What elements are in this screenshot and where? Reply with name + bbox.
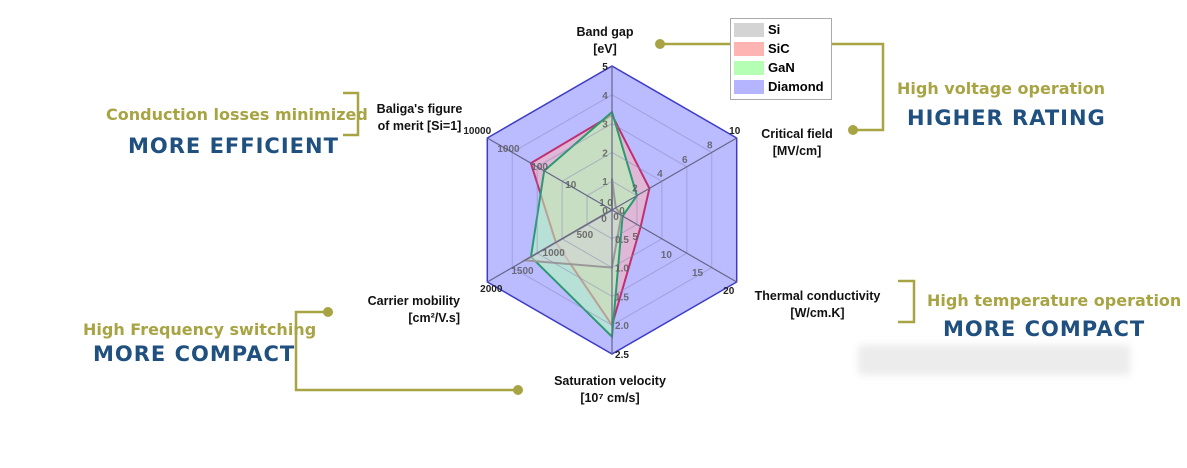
axis-title: Band gap [576, 25, 634, 39]
axis-label-band-gap: Band gap [eV] [560, 24, 650, 58]
connector-critical-field [832, 42, 885, 132]
bracket-thermal [898, 279, 916, 324]
axis-spoke [486, 209, 613, 283]
legend-item-sic: SiC [734, 39, 831, 58]
axis-spoke [486, 137, 613, 211]
annotation-mobility-headline: MORE COMPACT [93, 342, 296, 366]
tick-label: 3 [602, 120, 608, 131]
legend-swatch [734, 22, 764, 37]
annotation-baliga-caption: Conduction losses minimized [106, 105, 368, 124]
axis-unit: [W/cm.K] [790, 306, 845, 320]
legend-item-diamond: Diamond [734, 77, 831, 96]
legend-label: Diamond [768, 79, 824, 94]
tick-label: 5 [632, 232, 638, 243]
tick-label: 15 [692, 268, 704, 279]
axis-unit: [10⁷ cm/s] [580, 391, 640, 405]
tick-label: 4 [657, 169, 663, 180]
axis-title: Baliga's figure [376, 102, 463, 116]
legend-item-si: Si [734, 20, 831, 39]
annotation-field-headline: HIGHER RATING [907, 106, 1106, 130]
axis-title: Thermal conductivity [754, 289, 881, 303]
axis-label-critical-field: Critical field [MV/cm] [752, 126, 842, 160]
legend-label: Si [768, 22, 781, 37]
axis-label-carrier-mobility: Carrier mobility [cm²/V.s] [340, 293, 460, 327]
axis-unit: of merit [Si=1] [377, 119, 462, 133]
legend-swatch [734, 60, 764, 75]
tick-label: 0.5 [615, 235, 629, 246]
axis-label-baliga: Baliga's figure of merit [Si=1] [362, 101, 477, 135]
annotation-baliga-headline: MORE EFFICIENT [128, 134, 339, 158]
tick-label: 100 [531, 162, 548, 173]
tick-label: 1500 [511, 266, 534, 277]
connector-dot [848, 125, 858, 135]
tick-label: 10000 [463, 126, 491, 137]
axis-label-thermal-conductivity: Thermal conductivity [W/cm.K] [740, 288, 895, 322]
axis-spoke [611, 137, 738, 211]
axis-title: Carrier mobility [367, 294, 460, 308]
tick-label: 0 [613, 212, 619, 223]
connector-dot [323, 307, 333, 317]
bracket-baliga [343, 91, 360, 137]
tick-label: 10 [661, 250, 673, 261]
tick-label: 2 [632, 184, 638, 195]
axis-unit: [eV] [593, 42, 617, 56]
annotation-mobility-caption: High Frequency switching [83, 320, 317, 339]
legend-label: SiC [768, 41, 790, 56]
connector-dot [513, 385, 523, 395]
tick-label: 2.5 [615, 350, 629, 361]
tick-label: 4 [602, 91, 608, 102]
axis-spoke [611, 209, 738, 283]
tick-label: 1.0 [615, 264, 629, 275]
tick-label: 2 [602, 148, 608, 159]
axis-label-saturation-velocity: Saturation velocity [10⁷ cm/s] [540, 373, 680, 407]
annotation-field-caption: High voltage operation [897, 79, 1106, 98]
tick-label: 0 [601, 214, 607, 225]
tick-label: 10 [729, 126, 741, 137]
tick-label: 0 [619, 206, 625, 217]
tick-label: 1000 [497, 144, 520, 155]
tick-label: 1 [599, 198, 605, 209]
tick-label: 1.5 [615, 292, 629, 303]
tick-label: 10 [565, 180, 577, 191]
tick-label: 2.0 [615, 321, 629, 332]
annotation-thermal-caption: High temperature operation [927, 291, 1182, 310]
tick-label: 2000 [480, 284, 503, 295]
annotation-thermal-headline: MORE COMPACT [943, 317, 1146, 341]
tick-label: 1000 [543, 248, 566, 259]
connector-dot [655, 39, 665, 49]
tick-label: 8 [707, 140, 713, 151]
tick-label: 0 [607, 198, 613, 209]
tick-label: 5 [602, 62, 608, 73]
blurred-watermark [858, 345, 1130, 375]
legend-swatch [734, 41, 764, 56]
tick-label: 500 [576, 230, 593, 241]
legend-item-gan: GaN [734, 58, 831, 77]
tick-label: 0 [602, 206, 608, 217]
axis-title: Critical field [761, 127, 833, 141]
legend: Si SiC GaN Diamond [730, 18, 832, 100]
axis-unit: [cm²/V.s] [408, 311, 460, 325]
legend-label: GaN [768, 60, 795, 75]
legend-swatch [734, 79, 764, 94]
tick-label: 1 [602, 177, 608, 188]
axis-title: Saturation velocity [554, 374, 666, 388]
tick-label: 20 [723, 286, 735, 297]
axis-unit: [MV/cm] [772, 144, 822, 158]
connector-mobility [294, 310, 518, 392]
tick-label: 6 [682, 155, 688, 166]
